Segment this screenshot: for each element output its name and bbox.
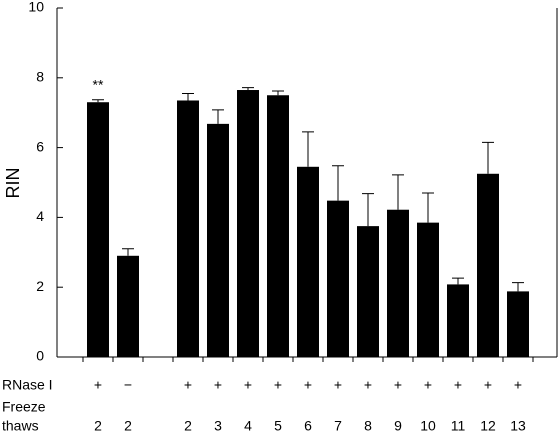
bar bbox=[327, 200, 349, 357]
annotation: ** bbox=[93, 77, 104, 93]
row-label: Freeze bbox=[2, 399, 46, 415]
error-bar bbox=[302, 131, 314, 167]
y-tick-label: 8 bbox=[36, 69, 44, 85]
error-bar bbox=[182, 93, 194, 101]
rnase-label: + bbox=[484, 377, 492, 393]
error-bar bbox=[482, 141, 494, 174]
rnase-label: + bbox=[394, 377, 402, 393]
error-bar bbox=[92, 99, 104, 103]
row-label: thaws bbox=[2, 418, 39, 433]
x-tick-label: 9 bbox=[394, 418, 402, 433]
rnase-label: + bbox=[454, 377, 462, 393]
bar bbox=[297, 166, 319, 357]
rnase-label: + bbox=[184, 377, 192, 393]
x-tick-label: 2 bbox=[124, 418, 132, 433]
error-bar bbox=[362, 193, 374, 227]
x-tick-label: 12 bbox=[480, 418, 496, 433]
x-tick-label: 2 bbox=[94, 418, 102, 433]
bar bbox=[477, 173, 499, 357]
x-tick-label: 6 bbox=[304, 418, 312, 433]
error-bar bbox=[272, 90, 284, 96]
x-tick-label: 2 bbox=[184, 418, 192, 433]
bar bbox=[507, 291, 529, 357]
error-bar bbox=[212, 109, 224, 124]
y-axis-label: RIN bbox=[3, 168, 23, 199]
rnase-label: + bbox=[304, 377, 312, 393]
bar bbox=[267, 95, 289, 357]
error-bar bbox=[392, 174, 404, 210]
y-tick-label: 10 bbox=[28, 0, 44, 15]
error-bar bbox=[122, 248, 134, 256]
bar bbox=[207, 123, 229, 357]
rnase-label: + bbox=[424, 377, 432, 393]
rnase-label: + bbox=[94, 377, 102, 393]
bar bbox=[387, 209, 409, 357]
bar bbox=[177, 100, 199, 358]
x-tick-label: 7 bbox=[334, 418, 342, 433]
bar bbox=[447, 284, 469, 357]
rnase-label: + bbox=[214, 377, 222, 393]
error-bar bbox=[452, 277, 464, 285]
error-bar bbox=[422, 192, 434, 223]
x-tick-label: 13 bbox=[510, 418, 526, 433]
y-tick-label: 6 bbox=[36, 138, 44, 154]
x-tick-label: 5 bbox=[274, 418, 282, 433]
x-tick-label: 11 bbox=[451, 418, 466, 433]
error-bar bbox=[332, 165, 344, 201]
bar bbox=[237, 90, 259, 357]
x-tick-label: 4 bbox=[244, 418, 252, 433]
y-tick-label: 4 bbox=[36, 208, 44, 224]
error-bar bbox=[242, 87, 254, 91]
x-tick-label: 8 bbox=[364, 418, 372, 433]
y-tick-label: 2 bbox=[36, 278, 44, 294]
rnase-label: − bbox=[124, 377, 132, 393]
rnase-label: + bbox=[364, 377, 372, 393]
rnase-label: + bbox=[334, 377, 342, 393]
bar bbox=[87, 102, 109, 357]
bar bbox=[117, 255, 139, 357]
rnase-label: + bbox=[244, 377, 252, 393]
y-tick-label: 0 bbox=[36, 348, 44, 364]
bar bbox=[357, 226, 379, 357]
x-tick-label: 3 bbox=[214, 418, 222, 433]
rnase-label: + bbox=[514, 377, 522, 393]
x-tick-label: 10 bbox=[420, 418, 436, 433]
error-bar bbox=[512, 282, 524, 292]
row-label: RNase I bbox=[2, 377, 53, 393]
rnase-label: + bbox=[274, 377, 282, 393]
bar bbox=[417, 222, 439, 357]
